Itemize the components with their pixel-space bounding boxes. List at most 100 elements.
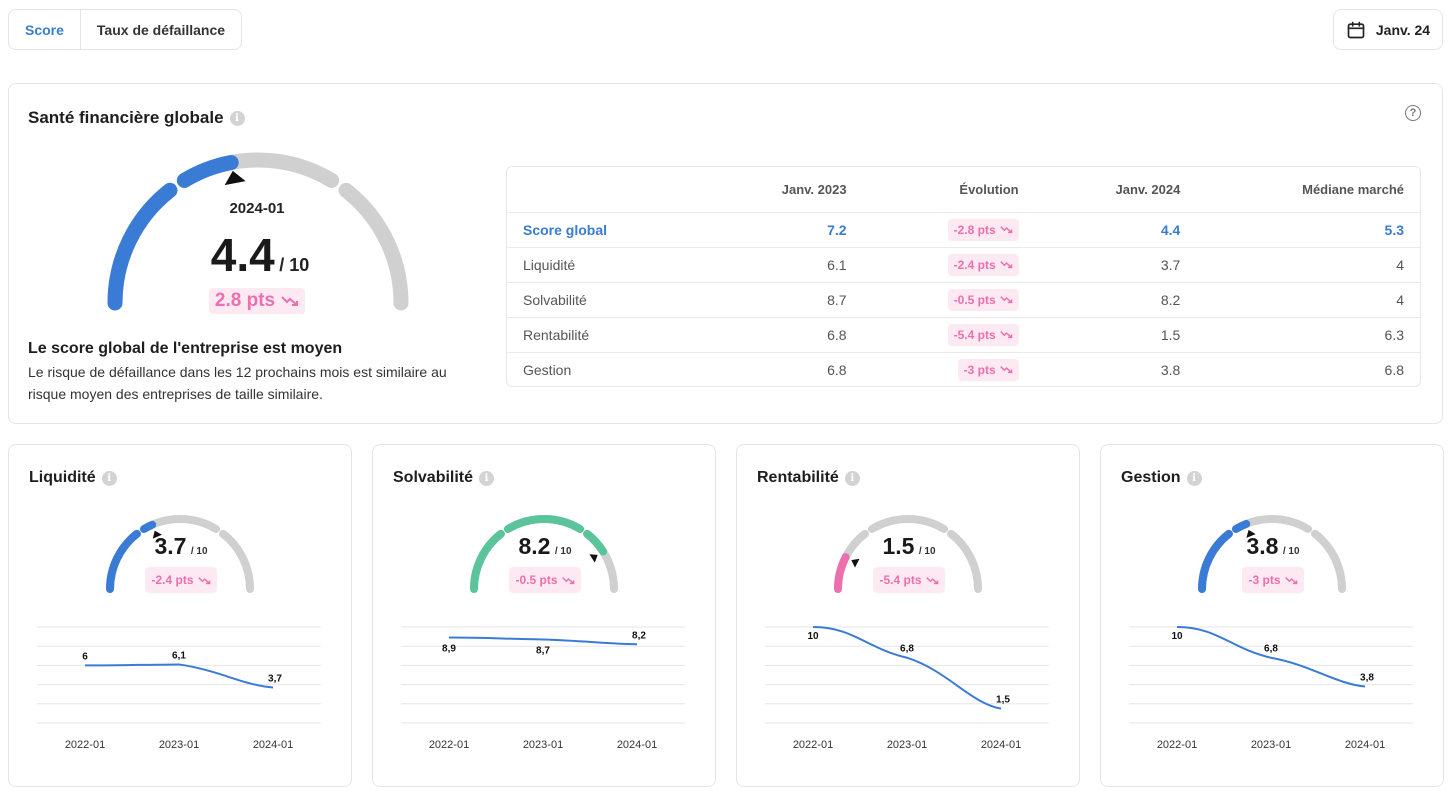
x-tick-label: 2024-01 bbox=[253, 739, 293, 751]
card-solvabilite-delta: -0.5 pts bbox=[515, 573, 558, 587]
x-tick-label: 2023-01 bbox=[159, 739, 199, 751]
trend-down-icon bbox=[925, 576, 938, 584]
row-evolution: -5.4 pts bbox=[862, 317, 1035, 353]
data-label: 8,9 bbox=[442, 644, 456, 655]
table-header-cell: Médiane marché bbox=[1196, 167, 1420, 213]
table-row: Score global 7.2 -2.8 pts 4.4 5.3 bbox=[507, 212, 1420, 248]
trend-down-icon bbox=[281, 296, 299, 306]
evolution-value: -0.5 pts bbox=[953, 292, 996, 307]
evolution-badge: -5.4 pts bbox=[947, 323, 1019, 346]
card-gestion-chart: 10 6,8 3,8 2022-01 2023-01 2024-01 bbox=[1129, 626, 1413, 751]
gauge-delta-badge: 2.8 pts bbox=[208, 288, 306, 314]
card-rentabilite-gauge bbox=[834, 515, 982, 593]
evolution-badge: -2.4 pts bbox=[947, 253, 1019, 276]
card-solvabilite: Solvabilité i 8.2 / 10 -0.5 pts 8,9 8,7 8,2 202… bbox=[372, 444, 716, 787]
card-liquidite: Liquidité i 3.7 / 10 -2.4 pts 6 6,1 3,7 2022-01… bbox=[8, 444, 352, 787]
evolution-badge: -0.5 pts bbox=[947, 288, 1019, 311]
info-icon[interactable]: i bbox=[1186, 470, 1202, 486]
x-tick-label: 2023-01 bbox=[1251, 739, 1291, 751]
card-rentabilite-gauge-track-segment bbox=[867, 515, 949, 533]
gauge-delta-wrap: 2.8 pts bbox=[157, 288, 357, 314]
card-gestion-score: 3.8 bbox=[1246, 533, 1279, 559]
info-icon[interactable]: i bbox=[101, 470, 117, 486]
x-tick-label: 2024-01 bbox=[981, 739, 1021, 751]
tab-taux-defaillance[interactable]: Taux de défaillance bbox=[96, 21, 226, 38]
card-liquidite-delta: -2.4 pts bbox=[151, 573, 194, 587]
message-title: Le score global de l'entreprise est moye… bbox=[28, 340, 343, 357]
info-icon[interactable]: i bbox=[844, 470, 860, 486]
trend-down-icon bbox=[197, 576, 210, 584]
table-row: Gestion 6.8 -3 pts 3.8 6.8 bbox=[507, 352, 1420, 386]
card-liquidite-gauge-track-segment bbox=[219, 529, 254, 593]
card-gestion-delta-wrap: -3 pts bbox=[1101, 567, 1445, 593]
main-gauge-value-segment bbox=[107, 182, 178, 311]
data-label: 1,5 bbox=[996, 695, 1010, 706]
data-label: 3,7 bbox=[268, 673, 282, 684]
data-label: 10 bbox=[1171, 631, 1183, 642]
card-solvabilite-gauge-value-segment bbox=[503, 515, 585, 533]
row-jan2024: 8.2 bbox=[1034, 282, 1197, 318]
card-liquidite-title-text: Liquidité bbox=[29, 469, 96, 486]
card-rentabilite-delta-wrap: -5.4 pts bbox=[737, 567, 1081, 593]
card-solvabilite-delta-badge: -0.5 pts bbox=[509, 567, 581, 593]
row-label: Liquidité bbox=[507, 247, 701, 283]
date-picker-button[interactable]: Janv. 24 bbox=[1333, 9, 1443, 50]
trend-down-icon bbox=[999, 296, 1012, 304]
data-label: 6 bbox=[82, 651, 88, 662]
row-jan2023: 8.7 bbox=[700, 282, 863, 318]
row-median: 4 bbox=[1196, 247, 1420, 283]
card-liquidite-gauge-needle bbox=[152, 530, 162, 539]
x-tick-label: 2024-01 bbox=[617, 739, 657, 751]
card-rentabilite: Rentabilité i 1.5 / 10 -5.4 pts 10 6,8 1,5 2022… bbox=[736, 444, 1080, 787]
series-line bbox=[448, 636, 638, 646]
tab-score[interactable]: Score bbox=[9, 10, 81, 49]
evolution-badge: -3 pts bbox=[957, 358, 1019, 381]
row-jan2023: 6.8 bbox=[827, 361, 847, 378]
row-evolution: -3 pts bbox=[863, 352, 1035, 386]
table-header-row: Janv. 2023 Évolution Janv. 2024 Médiane mar… bbox=[507, 167, 1420, 213]
trend-down-icon bbox=[999, 366, 1012, 374]
card-solvabilite-title: Solvabilité i bbox=[393, 469, 495, 487]
x-tick-label: 2022-01 bbox=[1157, 739, 1197, 751]
card-gestion-denominator: / 10 bbox=[1282, 546, 1300, 557]
data-label: 8,7 bbox=[536, 645, 550, 656]
gauge-delta: 2.8 pts bbox=[214, 290, 276, 311]
card-liquidite-score: 3.7 bbox=[154, 533, 187, 559]
data-label: 6,8 bbox=[1264, 644, 1278, 655]
info-icon[interactable]: i bbox=[479, 470, 495, 486]
row-jan2023: 6.8 bbox=[700, 317, 863, 353]
card-liquidite-score-wrap: 3.7 / 10 bbox=[9, 533, 353, 560]
card-gestion-title-text: Gestion bbox=[1121, 469, 1181, 486]
card-gestion-gauge-needle bbox=[1246, 529, 1256, 538]
trend-down-icon bbox=[999, 226, 1012, 234]
x-tick-label: 2024-01 bbox=[1345, 739, 1385, 751]
trend-down-icon bbox=[999, 331, 1012, 339]
main-gauge-needle bbox=[224, 170, 246, 186]
global-health-title: Santé financière globale i bbox=[28, 108, 245, 128]
trend-down-icon bbox=[999, 261, 1012, 269]
row-median: 5.3 bbox=[1196, 212, 1420, 248]
card-rentabilite-score-wrap: 1.5 / 10 bbox=[737, 533, 1081, 560]
card-solvabilite-score: 8.2 bbox=[518, 533, 551, 559]
card-gestion-gauge-track-segment bbox=[1311, 529, 1346, 593]
card-liquidite-gauge-value-segment bbox=[139, 520, 157, 533]
gauge-score-wrap: 4.4 / 10 bbox=[160, 228, 360, 282]
row-label: Rentabilité bbox=[507, 317, 701, 353]
data-label: 10 bbox=[807, 631, 819, 642]
info-icon[interactable]: i bbox=[229, 110, 245, 126]
row-label: Solvabilité bbox=[507, 282, 701, 318]
x-tick-label: 2023-01 bbox=[523, 739, 563, 751]
card-liquidite-delta-wrap: -2.4 pts bbox=[9, 567, 353, 593]
x-tick-label: 2022-01 bbox=[65, 739, 105, 751]
gauge-denominator: / 10 bbox=[279, 255, 310, 275]
help-icon[interactable]: ? bbox=[1405, 105, 1421, 121]
card-rentabilite-delta: -5.4 pts bbox=[879, 573, 922, 587]
global-health-title-text: Santé financière globale bbox=[28, 108, 224, 127]
card-solvabilite-gauge-value-segment bbox=[470, 529, 505, 593]
table-header-cell: Évolution bbox=[862, 167, 1035, 213]
score-table: Janv. 2023 Évolution Janv. 2024 Médiane mar… bbox=[506, 166, 1421, 387]
data-label: 6,1 bbox=[172, 650, 186, 661]
series-line bbox=[84, 663, 274, 689]
evolution-badge: -2.8 pts bbox=[947, 218, 1019, 241]
main-gauge bbox=[107, 152, 409, 311]
